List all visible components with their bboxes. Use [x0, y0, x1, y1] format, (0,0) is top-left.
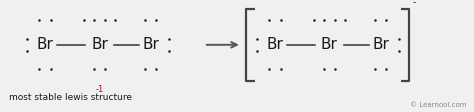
Text: Br: Br — [372, 37, 389, 52]
Text: -: - — [413, 0, 416, 7]
Text: Br: Br — [321, 37, 338, 52]
Text: -1: -1 — [95, 85, 104, 94]
Text: Br: Br — [142, 37, 159, 52]
Text: Br: Br — [91, 37, 108, 52]
Text: Br: Br — [266, 37, 283, 52]
Text: Br: Br — [36, 37, 54, 52]
Text: © Learnool.com: © Learnool.com — [410, 102, 467, 108]
Text: most stable lewis structure: most stable lewis structure — [9, 93, 131, 102]
